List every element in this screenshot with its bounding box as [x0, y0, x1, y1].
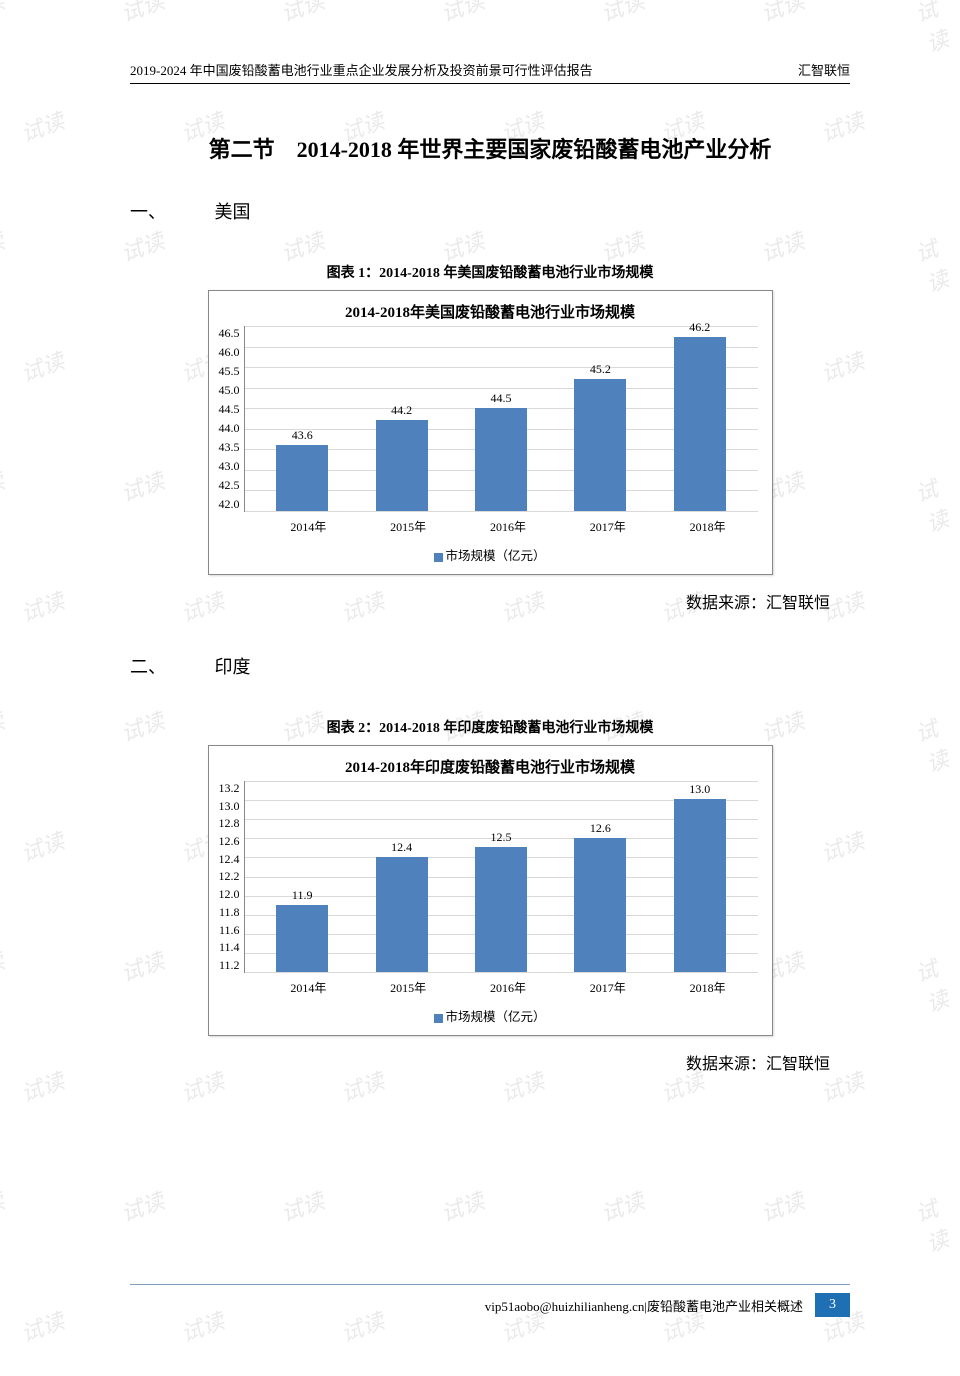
- bar: [475, 847, 527, 972]
- bar-value-label: 12.4: [391, 840, 412, 855]
- bar: [574, 838, 626, 972]
- chart2-x-axis: 2014年 2015年 2016年 2017年 2018年: [209, 977, 772, 1000]
- bar: [376, 420, 428, 511]
- subsection-1-name: 美国: [215, 202, 251, 222]
- bar: [276, 445, 328, 511]
- chart1-plot: 43.644.244.545.246.2: [244, 326, 758, 512]
- chart2-inner-title: 2014-2018年印度废铅酸蓄电池行业市场规模: [209, 746, 772, 781]
- bar-col: 12.6: [556, 821, 645, 972]
- page-footer: vip51aobo@huizhilianheng.cn|废铅酸蓄电池产业相关概述…: [130, 1284, 850, 1317]
- y-tick: 11.6: [219, 923, 240, 938]
- x-tick: 2018年: [663, 979, 753, 996]
- bar: [674, 337, 726, 511]
- chart2-frame: 2014-2018年印度废铅酸蓄电池行业市场规模13.2 13.0 12.8 12.6…: [208, 745, 773, 1036]
- y-tick: 43.5: [219, 440, 240, 455]
- y-tick: 43.0: [219, 459, 240, 474]
- y-tick: 12.8: [219, 816, 240, 831]
- chart1-x-axis: 2014年 2015年 2016年 2017年 2018年: [209, 516, 772, 539]
- bar-value-label: 11.9: [292, 888, 313, 903]
- x-tick: 2016年: [463, 979, 553, 996]
- bar: [574, 379, 626, 511]
- x-tick: 2014年: [263, 518, 353, 535]
- chart1-legend: 市场规模（亿元）: [209, 539, 772, 574]
- legend-swatch: [434, 1014, 443, 1023]
- x-tick: 2015年: [363, 979, 453, 996]
- bar-col: 13.0: [655, 782, 744, 972]
- y-tick: 13.2: [219, 781, 240, 796]
- bar: [674, 799, 726, 972]
- header-right: 汇智联恒: [798, 60, 850, 79]
- y-tick: 11.4: [219, 940, 240, 955]
- bar-col: 44.2: [357, 403, 446, 511]
- y-tick: 46.0: [219, 345, 240, 360]
- subsection-2: 二、 印度: [130, 653, 850, 679]
- y-tick: 42.0: [219, 497, 240, 512]
- chart2-legend: 市场规模（亿元）: [209, 1000, 772, 1035]
- bar-value-label: 45.2: [590, 362, 611, 377]
- y-tick: 12.2: [219, 869, 240, 884]
- legend-label: 市场规模（亿元）: [445, 1010, 545, 1024]
- x-tick: 2018年: [663, 518, 753, 535]
- subsection-1-num: 一、: [130, 198, 210, 224]
- bar-col: 43.6: [257, 428, 346, 511]
- section-title: 第二节 2014-2018 年世界主要国家废铅酸蓄电池产业分析: [130, 132, 850, 164]
- bar-value-label: 13.0: [689, 782, 710, 797]
- y-tick: 42.5: [219, 478, 240, 493]
- bar-col: 44.5: [456, 391, 545, 511]
- x-tick: 2016年: [463, 518, 553, 535]
- bar: [376, 857, 428, 972]
- legend-label: 市场规模（亿元）: [445, 549, 545, 563]
- bar-col: 46.2: [655, 320, 744, 511]
- y-tick: 12.0: [219, 887, 240, 902]
- chart1-y-axis: 46.5 46.0 45.5 45.0 44.5 44.0 43.5 43.0 42.5 42.0: [219, 326, 244, 512]
- bar-col: 12.4: [357, 840, 446, 972]
- bar-value-label: 12.6: [590, 821, 611, 836]
- x-tick: 2014年: [263, 979, 353, 996]
- bar-value-label: 46.2: [689, 320, 710, 335]
- header-left: 2019-2024 年中国废铅酸蓄电池行业重点企业发展分析及投资前景可行性评估报…: [130, 60, 593, 79]
- y-tick: 12.4: [219, 852, 240, 867]
- bar-col: 45.2: [556, 362, 645, 511]
- chart2-plot: 11.9 12.4 12.5 12.6 13.0: [244, 781, 758, 973]
- y-tick: 46.5: [219, 326, 240, 341]
- y-tick: 44.0: [219, 421, 240, 436]
- y-tick: 45.5: [219, 364, 240, 379]
- chart2-y-axis: 13.2 13.0 12.8 12.6 12.4 12.2 12.0 11.8 11.6 11.4…: [219, 781, 244, 973]
- y-tick: 12.6: [219, 834, 240, 849]
- chart2-source: 数据来源：汇智联恒: [130, 1050, 850, 1074]
- x-tick: 2017年: [563, 518, 653, 535]
- footer-text: vip51aobo@huizhilianheng.cn|废铅酸蓄电池产业相关概述: [485, 1296, 803, 1315]
- chart1-caption: 图表 1：2014-2018 年美国废铅酸蓄电池行业市场规模: [130, 262, 850, 282]
- bar-col: 12.5: [456, 830, 545, 972]
- x-tick: 2017年: [563, 979, 653, 996]
- y-tick: 45.0: [219, 383, 240, 398]
- legend-swatch: [434, 553, 443, 562]
- bar-value-label: 43.6: [292, 428, 313, 443]
- page-header: 2019-2024 年中国废铅酸蓄电池行业重点企业发展分析及投资前景可行性评估报…: [130, 60, 850, 84]
- bar-value-label: 44.5: [490, 391, 511, 406]
- bar-value-label: 44.2: [391, 403, 412, 418]
- chart1-source: 数据来源：汇智联恒: [130, 589, 850, 613]
- subsection-2-num: 二、: [130, 653, 210, 679]
- subsection-1: 一、 美国: [130, 198, 850, 224]
- bar: [276, 905, 328, 972]
- y-tick: 11.8: [219, 905, 240, 920]
- chart1-frame: 2014-2018年美国废铅酸蓄电池行业市场规模46.546.045.545.0…: [208, 290, 773, 575]
- bar: [475, 408, 527, 511]
- subsection-2-name: 印度: [215, 657, 251, 677]
- chart2-caption: 图表 2：2014-2018 年印度废铅酸蓄电池行业市场规模: [130, 717, 850, 737]
- y-tick: 44.5: [219, 402, 240, 417]
- page-number: 3: [815, 1293, 850, 1317]
- y-tick: 13.0: [219, 799, 240, 814]
- bar-value-label: 12.5: [490, 830, 511, 845]
- bar-col: 11.9: [257, 888, 346, 972]
- y-tick: 11.2: [219, 958, 240, 973]
- x-tick: 2015年: [363, 518, 453, 535]
